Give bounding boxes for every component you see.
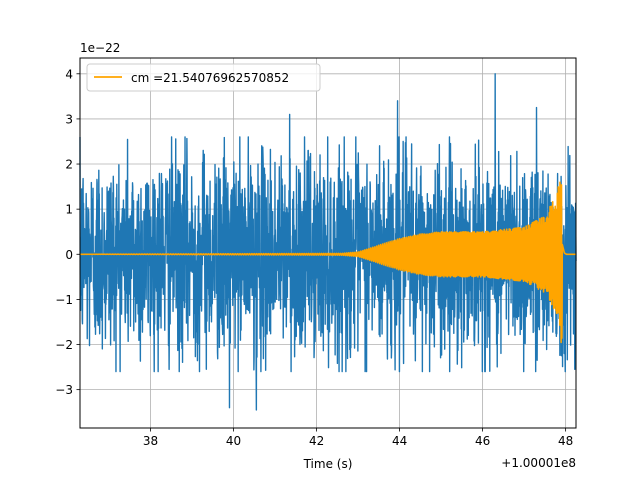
x-axis-label: Time (s) — [303, 457, 353, 471]
x-tick-label: 40 — [226, 434, 241, 448]
y-scale-label: 1e−22 — [80, 41, 120, 55]
series-layer — [79, 73, 577, 411]
y-tick-label: 3 — [65, 112, 73, 126]
y-tick-label: −1 — [55, 293, 73, 307]
y-tick-label: −2 — [55, 338, 73, 352]
x-offset-label: +1.00001e8 — [501, 456, 576, 470]
y-tick-label: 2 — [65, 158, 73, 172]
y-tick-label: 4 — [65, 67, 73, 81]
y-tick-label: −3 — [55, 383, 73, 397]
series-line-chirp — [79, 181, 577, 344]
x-tick-label: 38 — [143, 434, 158, 448]
legend-label-chirp: cm =21.54076962570852 — [131, 71, 289, 85]
legend: cm =21.54076962570852 — [86, 63, 321, 92]
x-tick-label: 46 — [475, 434, 490, 448]
y-tick-label: 1 — [65, 203, 73, 217]
plot-frame — [79, 57, 577, 429]
series-line-noise — [79, 73, 577, 411]
x-tick-label: 42 — [309, 434, 324, 448]
x-tick-label: 44 — [392, 434, 407, 448]
x-tick-label: 48 — [558, 434, 573, 448]
axes: 38 40 42 44 46 48 −3 −2 −1 0 1 2 3 4 — [55, 67, 573, 448]
y-tick-label: 0 — [65, 248, 73, 262]
legend-frame — [86, 63, 321, 92]
